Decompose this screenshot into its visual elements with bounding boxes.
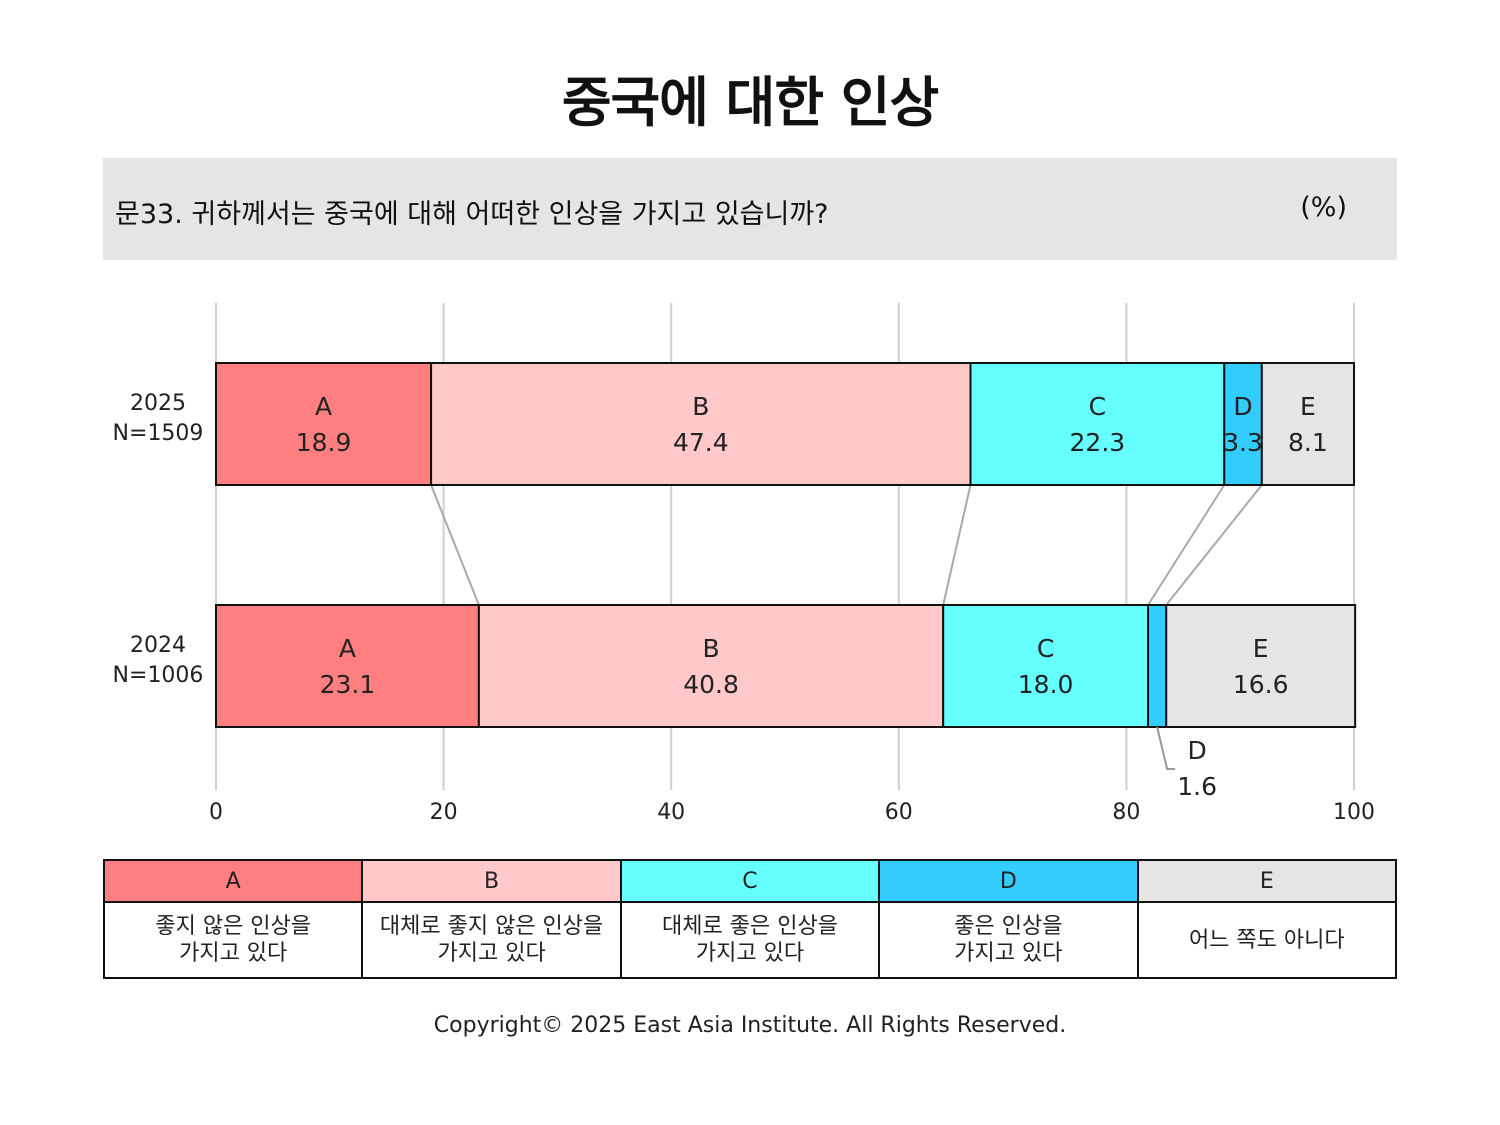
legend-desc-d: 좋은 인상을 가지고 있다 xyxy=(878,901,1139,979)
segment-series-label: D xyxy=(1233,392,1252,421)
segment-value-label: 22.3 xyxy=(1070,428,1126,457)
x-tick-label: 0 xyxy=(209,800,223,825)
bar-labels: A 18.9 B 47.4 C 22.3 D 3.3 E 8.1 A 23.1 B 40.8 C 18.0 D 1… xyxy=(296,392,1328,801)
legend-table: A B C D E 좋지 않은 인상을 가지고 있다 대체로 좋지 않은 인상을… xyxy=(102,859,1398,979)
segment-value-label: 8.1 xyxy=(1288,428,1328,457)
bar-segment xyxy=(215,362,433,486)
segment-series-label: E xyxy=(1253,634,1269,663)
chart-title: 중국에 대한 인상 xyxy=(561,71,939,134)
x-tick-label: 20 xyxy=(430,800,458,825)
bars xyxy=(215,362,1357,728)
x-tick-label: 60 xyxy=(885,800,913,825)
legend-key-c: C xyxy=(619,859,881,903)
category-labels: 2025 N=1509 2024 N=1006 xyxy=(113,391,204,688)
segment-series-label: C xyxy=(1089,392,1106,421)
x-tick-label: 100 xyxy=(1333,800,1375,825)
segment-series-label: C xyxy=(1037,634,1054,663)
category-label: 2025 xyxy=(130,391,186,416)
question-text: 문33. 귀하께서는 중국에 대해 어떠한 인상을 가지고 있습니까? xyxy=(115,199,829,230)
bar-segment xyxy=(477,604,945,728)
bar-segment xyxy=(942,604,1150,728)
segment-series-label: B xyxy=(692,392,709,421)
segment-value-label: 18.9 xyxy=(296,428,352,457)
category-label: N=1006 xyxy=(113,663,204,688)
segment-value-label: 18.0 xyxy=(1018,670,1074,699)
legend-key-row: A B C D E xyxy=(102,859,1398,903)
segment-value-label: 16.6 xyxy=(1233,670,1289,699)
bar-segment xyxy=(969,362,1226,486)
segment-series-label: A xyxy=(339,634,356,663)
connector-line xyxy=(1165,484,1263,606)
bar-segment xyxy=(1223,362,1263,486)
x-tick-label: 40 xyxy=(657,800,685,825)
connector-line xyxy=(430,484,480,606)
bar-segment xyxy=(430,362,972,486)
legend-key-d: D xyxy=(878,859,1139,903)
segment-series-label: B xyxy=(702,634,719,663)
callout-value-label: 1.6 xyxy=(1177,772,1217,801)
bar-segment xyxy=(1147,604,1168,728)
segment-series-label: A xyxy=(315,392,332,421)
legend-desc-e: 어느 쪽도 아니다 xyxy=(1136,901,1398,979)
callout-line xyxy=(1156,726,1176,770)
category-label: N=1509 xyxy=(113,421,204,446)
legend-key-a: A xyxy=(102,859,364,903)
connector-line xyxy=(942,484,972,606)
segment-series-label: E xyxy=(1300,392,1316,421)
segment-value-label: 3.3 xyxy=(1223,428,1263,457)
category-label: 2024 xyxy=(130,633,186,658)
segment-value-label: 23.1 xyxy=(320,670,376,699)
segment-value-label: 40.8 xyxy=(683,670,739,699)
connector-lines xyxy=(430,484,1263,606)
legend-desc-c: 대체로 좋은 인상을 가지고 있다 xyxy=(619,901,881,979)
unit-label: (%) xyxy=(1300,192,1347,223)
bar-segment xyxy=(215,604,480,728)
connector-line xyxy=(1147,484,1226,606)
question-banner: 문33. 귀하께서는 중국에 대해 어떠한 인상을 가지고 있습니까? (%) xyxy=(103,158,1397,260)
legend-key-e: E xyxy=(1136,859,1398,903)
segment-value-label: 47.4 xyxy=(673,428,729,457)
legend-desc-a: 좋지 않은 인상을 가지고 있다 xyxy=(102,901,364,979)
callout-series-label: D xyxy=(1187,736,1206,765)
bar-segment xyxy=(1260,362,1356,486)
legend-desc-row: 좋지 않은 인상을 가지고 있다 대체로 좋지 않은 인상을 가지고 있다 대체… xyxy=(102,901,1398,979)
x-tick-label: 80 xyxy=(1112,800,1140,825)
copyright-notice: Copyright© 2025 East Asia Institute. All… xyxy=(433,1013,1067,1038)
legend-key-b: B xyxy=(361,859,622,903)
legend-desc-b: 대체로 좋지 않은 인상을 가지고 있다 xyxy=(361,901,622,979)
x-axis: 0 20 40 60 80 100 xyxy=(209,800,1375,825)
stacked-bar-chart: A 18.9 B 47.4 C 22.3 D 3.3 E 8.1 A 23.1 B 40.8 C 18.0 D 1… xyxy=(113,303,1375,825)
bar-segment xyxy=(1165,604,1357,728)
